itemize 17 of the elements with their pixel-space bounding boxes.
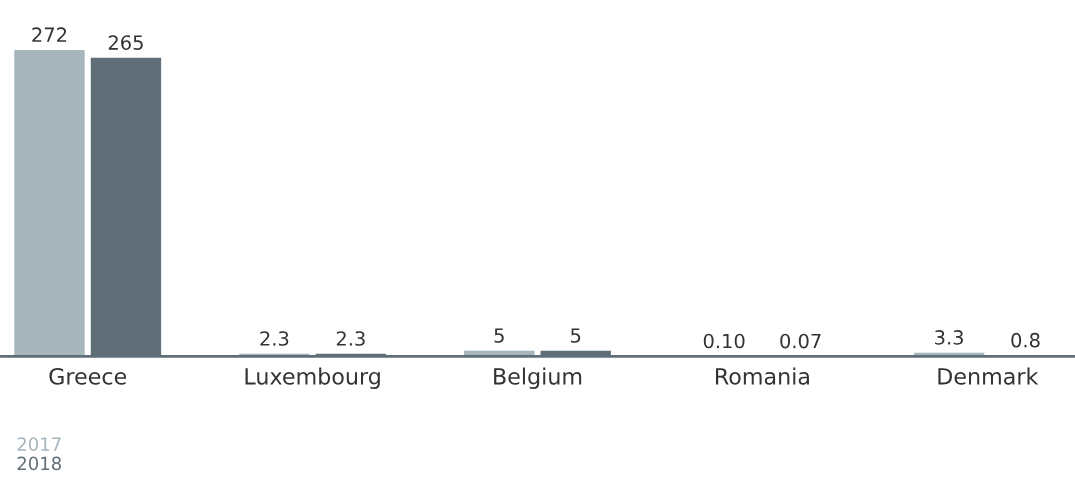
data-label: 272 xyxy=(32,27,67,42)
x-tick-label: Romania xyxy=(715,367,809,385)
text: 2017 xyxy=(17,437,61,451)
x-tick-label: Denmark xyxy=(938,367,1039,385)
data-label: 2.3 xyxy=(260,331,289,346)
data-label: 5 xyxy=(494,328,504,343)
x-tick-label: Belgium xyxy=(494,367,582,390)
x-tick-label: Greece xyxy=(49,367,127,385)
data-label: 0.8 xyxy=(1011,332,1040,348)
data-label: 0.07 xyxy=(780,333,821,349)
data-label: 0.10 xyxy=(703,333,745,349)
text: 2018 xyxy=(17,456,61,471)
data-label: 265 xyxy=(108,35,143,50)
data-label: 3.3 xyxy=(935,330,963,345)
x-tick-label: Luxembourg xyxy=(245,367,380,390)
data-label: 5 xyxy=(571,328,581,343)
data-label: 2.3 xyxy=(336,331,365,346)
